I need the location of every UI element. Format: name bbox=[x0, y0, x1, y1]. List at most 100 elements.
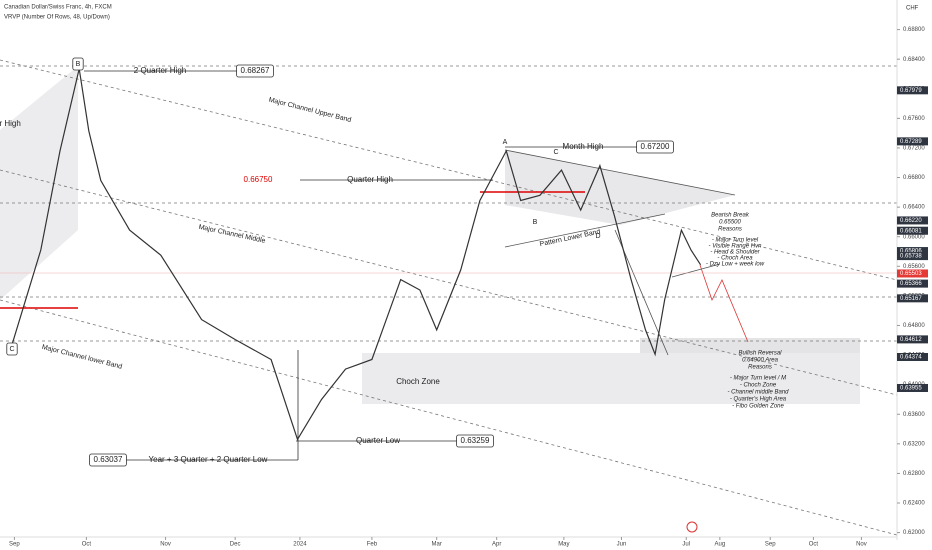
annotation: - Choch Area bbox=[717, 256, 753, 262]
annotation: 0.68267 bbox=[241, 66, 270, 75]
annotation: Month High bbox=[563, 142, 604, 151]
price-marker-label: 0.65167 bbox=[900, 296, 922, 302]
pattern-zone bbox=[505, 150, 735, 225]
price-marker bbox=[897, 279, 928, 288]
annotation: B bbox=[76, 61, 81, 68]
price-marker-label: 0.64612 bbox=[900, 337, 922, 343]
x-tick-label: Nov bbox=[856, 542, 867, 548]
price-marker-label: 0.65806 bbox=[900, 249, 922, 255]
price-marker-label: 0.66081 bbox=[900, 228, 922, 234]
annotation: Quarter Low bbox=[356, 436, 400, 445]
left-zone bbox=[0, 66, 78, 300]
y-tick-label: 0.62400 bbox=[903, 501, 925, 507]
annotation: C bbox=[553, 149, 558, 156]
y-tick-label: 0.64800 bbox=[903, 323, 925, 329]
annotation: C bbox=[9, 346, 14, 353]
price-marker bbox=[897, 226, 928, 235]
price-marker-label: 0.67289 bbox=[900, 139, 922, 145]
annotation: 2 Quarter High bbox=[134, 66, 186, 75]
annotation-box bbox=[636, 140, 674, 154]
y-tick-label: 0.66000 bbox=[903, 234, 925, 240]
annotation-box bbox=[89, 453, 127, 467]
y-tick-label: 0.68400 bbox=[903, 57, 925, 63]
price-marker bbox=[897, 294, 928, 303]
price-marker-label: 0.63955 bbox=[900, 386, 922, 392]
price-marker-label: 0.65738 bbox=[900, 254, 922, 260]
annotation: 0.65500 bbox=[719, 220, 741, 226]
annotation: - Visible Range Hvn bbox=[709, 244, 763, 250]
annotation: - Major Turn level / M bbox=[730, 376, 786, 382]
annotation: - Channel middle Band bbox=[727, 390, 789, 396]
annotation: D bbox=[595, 233, 600, 240]
annotation: - Fibo Golden Zone bbox=[732, 404, 784, 410]
y-tick-label: 0.63200 bbox=[903, 441, 925, 447]
annotation: 0.63037 bbox=[94, 455, 123, 464]
x-tick-label: Oct bbox=[809, 542, 819, 548]
annotation: Year + 3 Quarter + 2 Quarter Low bbox=[149, 455, 268, 464]
annotation: Bearish Break bbox=[711, 213, 750, 219]
x-tick-label: Aug bbox=[714, 542, 725, 548]
annotation: - Dzy Low + week low bbox=[706, 262, 765, 268]
price-marker-label: 0.66220 bbox=[900, 218, 922, 224]
y-tick-label: 0.66800 bbox=[903, 175, 925, 181]
annotation: - Major Turn level bbox=[712, 238, 759, 244]
annotation: Quarter High bbox=[0, 119, 21, 128]
price-marker bbox=[897, 252, 928, 261]
annotation-box bbox=[236, 64, 274, 78]
annotation-box bbox=[456, 434, 494, 448]
price-marker bbox=[897, 137, 928, 146]
y-tick-label: 0.62800 bbox=[903, 471, 925, 477]
reversal-zone bbox=[640, 338, 860, 353]
annotation: Bullish Reversal bbox=[738, 351, 782, 357]
x-tick-label: Sep bbox=[9, 542, 20, 548]
price-marker bbox=[897, 216, 928, 225]
annotation: 0.66750 bbox=[244, 175, 273, 184]
annotation-box bbox=[72, 57, 84, 71]
annotation: - Head & Shoulder bbox=[710, 250, 760, 256]
y-tick-label: 0.67200 bbox=[903, 146, 925, 152]
y-tick-label: 0.68800 bbox=[903, 27, 925, 33]
annotation: Reasons bbox=[748, 365, 772, 371]
annotation: Choch Zone bbox=[396, 377, 440, 386]
y-tick-label: 0.65600 bbox=[903, 264, 925, 270]
y-tick-label: 0.62000 bbox=[903, 530, 925, 536]
price-marker bbox=[897, 86, 928, 95]
choch-zone bbox=[362, 353, 860, 404]
y-tick-label: 0.67600 bbox=[903, 116, 925, 122]
price-marker bbox=[897, 247, 928, 256]
x-tick-label: May bbox=[558, 542, 569, 548]
event-marker bbox=[686, 521, 698, 533]
y-tick-label: 0.66400 bbox=[903, 205, 925, 211]
annotation: 0.67200 bbox=[641, 142, 670, 151]
annotation: - Choch Zone bbox=[740, 383, 777, 389]
annotation: B bbox=[533, 219, 538, 226]
currency: CHF bbox=[906, 6, 919, 12]
x-tick-label: Jul bbox=[682, 542, 690, 548]
x-tick-label: Feb bbox=[367, 542, 378, 548]
price-marker bbox=[897, 269, 928, 278]
price-line bbox=[11, 68, 702, 441]
projection-arrow bbox=[699, 264, 749, 343]
indicator: VRVP (Number Of Rows, 48, Up/Down) bbox=[4, 15, 110, 21]
symbol: Canadian Dollar/Swiss Franc, 4h, FXCM bbox=[4, 5, 112, 11]
annotation: Reasons bbox=[718, 227, 742, 233]
x-tick-label: 2024 bbox=[293, 542, 307, 548]
annotation: 0.64900 Area bbox=[742, 358, 778, 364]
annotation-box bbox=[6, 342, 18, 356]
annotation: - Quarter's High Area bbox=[730, 397, 787, 403]
x-tick-label: Sep bbox=[765, 542, 776, 548]
x-tick-label: Mar bbox=[432, 542, 442, 548]
channel-lines bbox=[0, 59, 898, 536]
price-marker bbox=[897, 352, 928, 361]
annotation-lines bbox=[84, 70, 640, 461]
x-tick-label: Jun bbox=[617, 542, 627, 548]
price-marker-label: 0.67979 bbox=[900, 88, 922, 94]
price-marker bbox=[897, 383, 928, 392]
price-marker-label: 0.65366 bbox=[900, 281, 922, 287]
price-marker-label: 0.64374 bbox=[900, 355, 922, 361]
x-tick-label: Oct bbox=[82, 542, 92, 548]
price-marker-label: 0.65503 bbox=[900, 271, 922, 277]
x-tick-label: Dec bbox=[230, 542, 241, 548]
